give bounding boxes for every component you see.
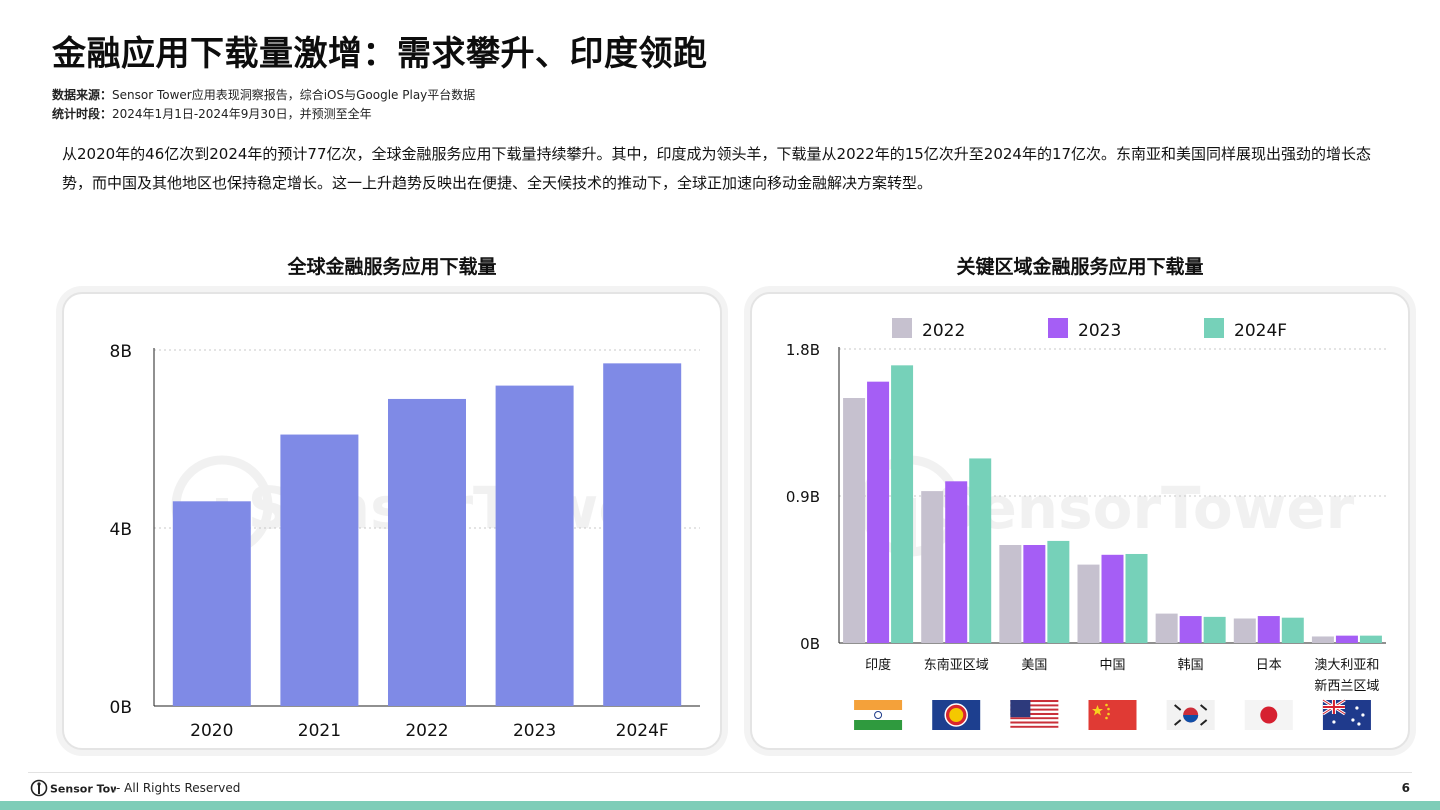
right-chart-title: 关键区域金融服务应用下载量 [956,256,1204,278]
bar-2022-4 [1155,613,1178,643]
bar-2022-1 [921,491,944,643]
page-title: 金融应用下载量激增：需求攀升、印度领跑 [52,34,708,74]
usa-flag-icon [1010,700,1059,730]
watermark-text: SensorTower [936,474,1355,542]
global-downloads-panel: SensorTower0B4B8B20202021202220232024F [62,292,722,750]
data-period-value: 2024年1月1日-2024年9月30日，并预测至全年 [112,107,372,121]
australia-flag-icon [1322,698,1371,730]
data-source-label: 数据来源： [52,88,113,102]
korea-flag-icon [1166,700,1215,730]
legend-swatch-2023 [1048,318,1068,338]
bar-2023 [495,385,574,706]
china-flag-icon [1088,700,1137,730]
y-tick-label: 8B [110,342,132,362]
bar-2021 [280,434,359,706]
legend-label-2022: 2022 [922,321,965,341]
left-chart-title: 全球金融服务应用下载量 [287,256,497,278]
bar-2023-6 [1335,635,1358,643]
bar-2024F-2 [1047,540,1070,643]
x-tick-label: 澳大利亚和 [1314,657,1379,673]
x-tick-label: 2021 [298,721,341,741]
footer-divider [28,772,1412,773]
india-flag-icon [854,700,903,730]
data-period: 统计时段：2024年1月1日-2024年9月30日，并预测至全年 [52,105,372,122]
bottom-accent-bar [0,801,1440,810]
x-tick-label: 2024F [616,721,669,741]
y-tick-label: 0.9B [786,488,820,506]
x-tick-label: 2023 [513,721,556,741]
x-tick-label: 印度 [865,657,891,673]
footer-logo-text: Sensor Tower [50,783,116,796]
global-downloads-chart: SensorTower0B4B8B20202021202220232024F [110,342,700,741]
regional-downloads-panel: SensorTower 0B 0.9B 1.8B 2022 2023 2024F 印度 东南亚区… [750,292,1410,750]
bar-2023-5 [1257,616,1280,643]
bar-2022-6 [1311,636,1334,643]
x-tick-label: 美国 [1021,658,1047,673]
x-tick-label: 新西兰区域 [1314,678,1379,694]
footer-logo: Sensor Tower [30,778,116,798]
legend-label-2024F: 2024F [1234,321,1287,341]
x-tick-label: 韩国 [1178,658,1204,673]
bar-2022-5 [1233,618,1256,643]
legend-swatch-2024F [1204,318,1224,338]
bar-2024F-3 [1125,553,1148,643]
y-tick-label: 1.8B [786,341,820,359]
asean-flag-icon [932,700,981,730]
bar-2020 [172,501,251,706]
bar-2022 [388,398,466,706]
bar-2023-2 [1023,545,1046,643]
bar-2024F-6 [1359,635,1382,643]
legend-swatch-2022 [892,318,912,338]
bar-2024F-0 [891,365,914,643]
bar-2023-1 [945,481,968,643]
data-period-label: 统计时段： [52,107,113,121]
legend-label-2023: 2023 [1078,321,1121,341]
x-tick-label: 2022 [405,721,448,741]
bar-2024F-4 [1203,616,1226,643]
footer-rights: - All Rights Reserved [116,781,241,795]
bar-2024F-1 [969,458,992,643]
regional-downloads-chart: SensorTower 0B 0.9B 1.8B 2022 2023 2024F 印度 东南亚区… [786,318,1386,730]
bar-2023-3 [1101,554,1124,643]
bar-2024F [603,363,682,706]
japan-flag-icon [1244,700,1293,730]
y-tick-label: 0B [110,698,132,718]
y-tick-label: 0B [800,635,820,653]
bar-2023-0 [867,381,890,643]
x-tick-label: 2020 [190,721,233,741]
y-tick-label: 4B [110,520,132,540]
page-number: 6 [1401,781,1410,795]
bar-2022-3 [1077,564,1100,643]
sensor-tower-logo-icon: Sensor Tower [30,779,116,797]
data-source: 数据来源：Sensor Tower应用表现洞察报告，综合iOS与Google P… [52,86,475,103]
x-tick-label: 东南亚区域 [924,657,989,673]
bar-2022-0 [843,398,866,643]
x-tick-label: 日本 [1256,658,1282,673]
data-source-value: Sensor Tower应用表现洞察报告，综合iOS与Google Play平台… [112,88,476,102]
bar-2022-2 [999,545,1022,643]
x-tick-label: 中国 [1099,658,1125,673]
summary-paragraph: 从2020年的46亿次到2024年的预计77亿次，全球金融服务应用下载量持续攀升… [62,145,1372,192]
bar-2024F-5 [1281,617,1304,643]
bar-2023-4 [1179,616,1202,643]
